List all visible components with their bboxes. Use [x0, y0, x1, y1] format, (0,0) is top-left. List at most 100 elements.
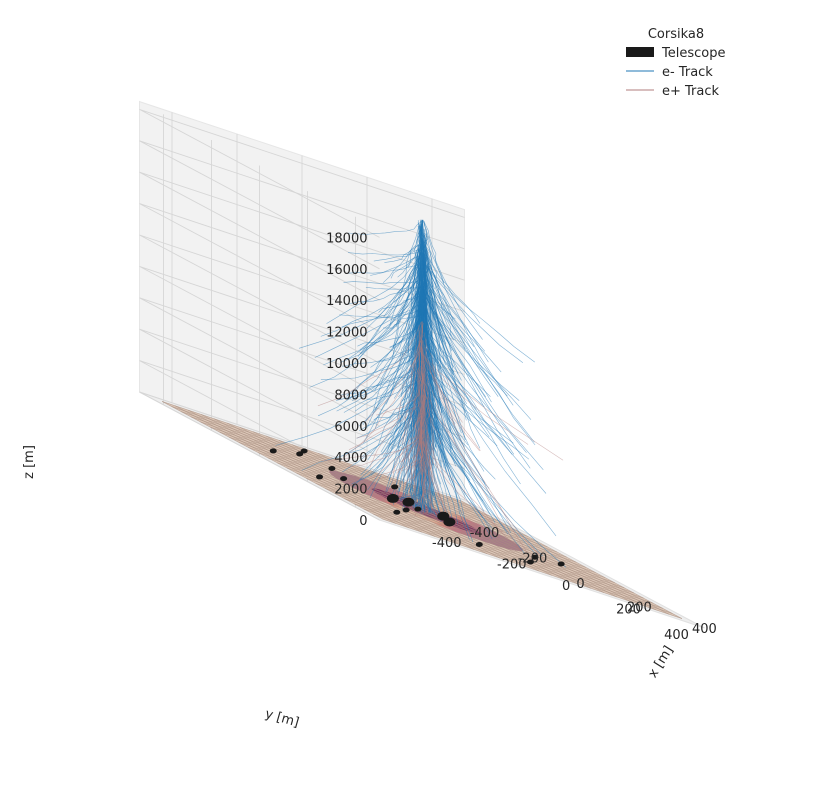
track [414, 335, 440, 506]
ground-gridline [238, 442, 538, 543]
x-tick-label: 400 [692, 622, 717, 637]
track [423, 253, 536, 446]
track [346, 258, 420, 361]
track [421, 241, 456, 340]
ground-gridline [447, 496, 670, 615]
track [367, 324, 425, 461]
telescope [526, 559, 534, 565]
ground-gridline [408, 483, 631, 602]
telescope [391, 484, 399, 490]
track [425, 330, 462, 434]
ground-gridline [171, 406, 471, 507]
track [421, 294, 521, 485]
y-tick-label: -200 [518, 551, 548, 566]
track [422, 403, 484, 502]
ground-gridline [161, 401, 384, 520]
telescope [316, 474, 324, 480]
track [423, 338, 435, 469]
track [419, 411, 448, 517]
ground-gridline [382, 474, 605, 593]
ground-gridline [325, 488, 625, 589]
z-tick-label: 0 [359, 514, 367, 529]
track [347, 220, 423, 235]
ground-gridline [219, 431, 519, 532]
track [412, 250, 421, 300]
track [423, 441, 449, 519]
telescope [557, 561, 565, 567]
track-core-fan [416, 359, 425, 405]
z-gridline [139, 391, 465, 521]
y-tick-label: 200 [616, 603, 641, 618]
ground-gridline [265, 435, 488, 555]
z-gridline [139, 203, 465, 332]
ground-gridline [373, 513, 673, 614]
telescope-markers [269, 448, 565, 567]
legend-label-e-plus: e+ Track [662, 84, 720, 99]
track-core-fan [419, 323, 425, 368]
legend-title: Corsika8 [648, 27, 704, 42]
track [411, 360, 420, 415]
y-axis-label: y [m] [263, 707, 300, 731]
ground-gridline [200, 421, 500, 522]
track [420, 365, 442, 445]
legend-label-e-minus: e- Track [662, 65, 713, 80]
z-tick-label: 16000 [326, 263, 367, 278]
track [317, 322, 422, 407]
z-tick-label: 18000 [326, 231, 367, 246]
track [410, 249, 420, 386]
telescope [328, 465, 336, 471]
ground-gridline [434, 491, 657, 611]
ground-gridline [187, 409, 410, 529]
track [414, 424, 426, 517]
legend: Corsika8 Telescope e- Track e+ Track [626, 27, 725, 99]
track [423, 301, 437, 392]
x-tick-label: -200 [497, 557, 527, 572]
telescope [437, 511, 450, 521]
z-tick-label: 4000 [334, 451, 367, 466]
track [348, 395, 423, 450]
track [423, 220, 483, 340]
telescope [402, 507, 410, 513]
y-tick-label: 0 [576, 577, 584, 592]
track [356, 401, 420, 439]
y-tick-label: -400 [470, 526, 500, 541]
track [389, 226, 420, 326]
ground-gridline [291, 444, 514, 563]
track-core-fan [420, 469, 424, 512]
x-tick-label: 200 [627, 601, 652, 616]
z-tick-label: 12000 [326, 326, 367, 341]
ground-gridline [226, 422, 449, 542]
ground-gridline [190, 416, 490, 517]
track [419, 225, 514, 406]
telescope [475, 541, 483, 547]
track-core-fan [408, 356, 424, 399]
ground-gridline [363, 508, 663, 609]
ground-gridline [239, 427, 462, 546]
track-core-fan [412, 463, 422, 509]
track [424, 292, 430, 365]
track [369, 330, 421, 468]
track [419, 350, 564, 461]
track [370, 282, 423, 368]
track [375, 291, 419, 429]
track [413, 325, 421, 455]
series-e-track [317, 321, 564, 563]
track [422, 229, 471, 420]
track [357, 321, 427, 347]
ground-gridline [306, 477, 606, 578]
telescope [269, 448, 277, 454]
track [326, 239, 426, 324]
ground-gridline [344, 498, 644, 599]
z-gridline [139, 265, 465, 395]
track [373, 249, 421, 262]
track [409, 412, 423, 441]
track [409, 377, 422, 428]
track [397, 228, 422, 278]
track [346, 262, 421, 274]
telescope [402, 497, 415, 507]
telescope [340, 476, 348, 482]
ground-gridline [210, 426, 510, 527]
legend-label-telescope: Telescope [661, 46, 725, 61]
track [298, 272, 420, 349]
track [424, 373, 469, 446]
